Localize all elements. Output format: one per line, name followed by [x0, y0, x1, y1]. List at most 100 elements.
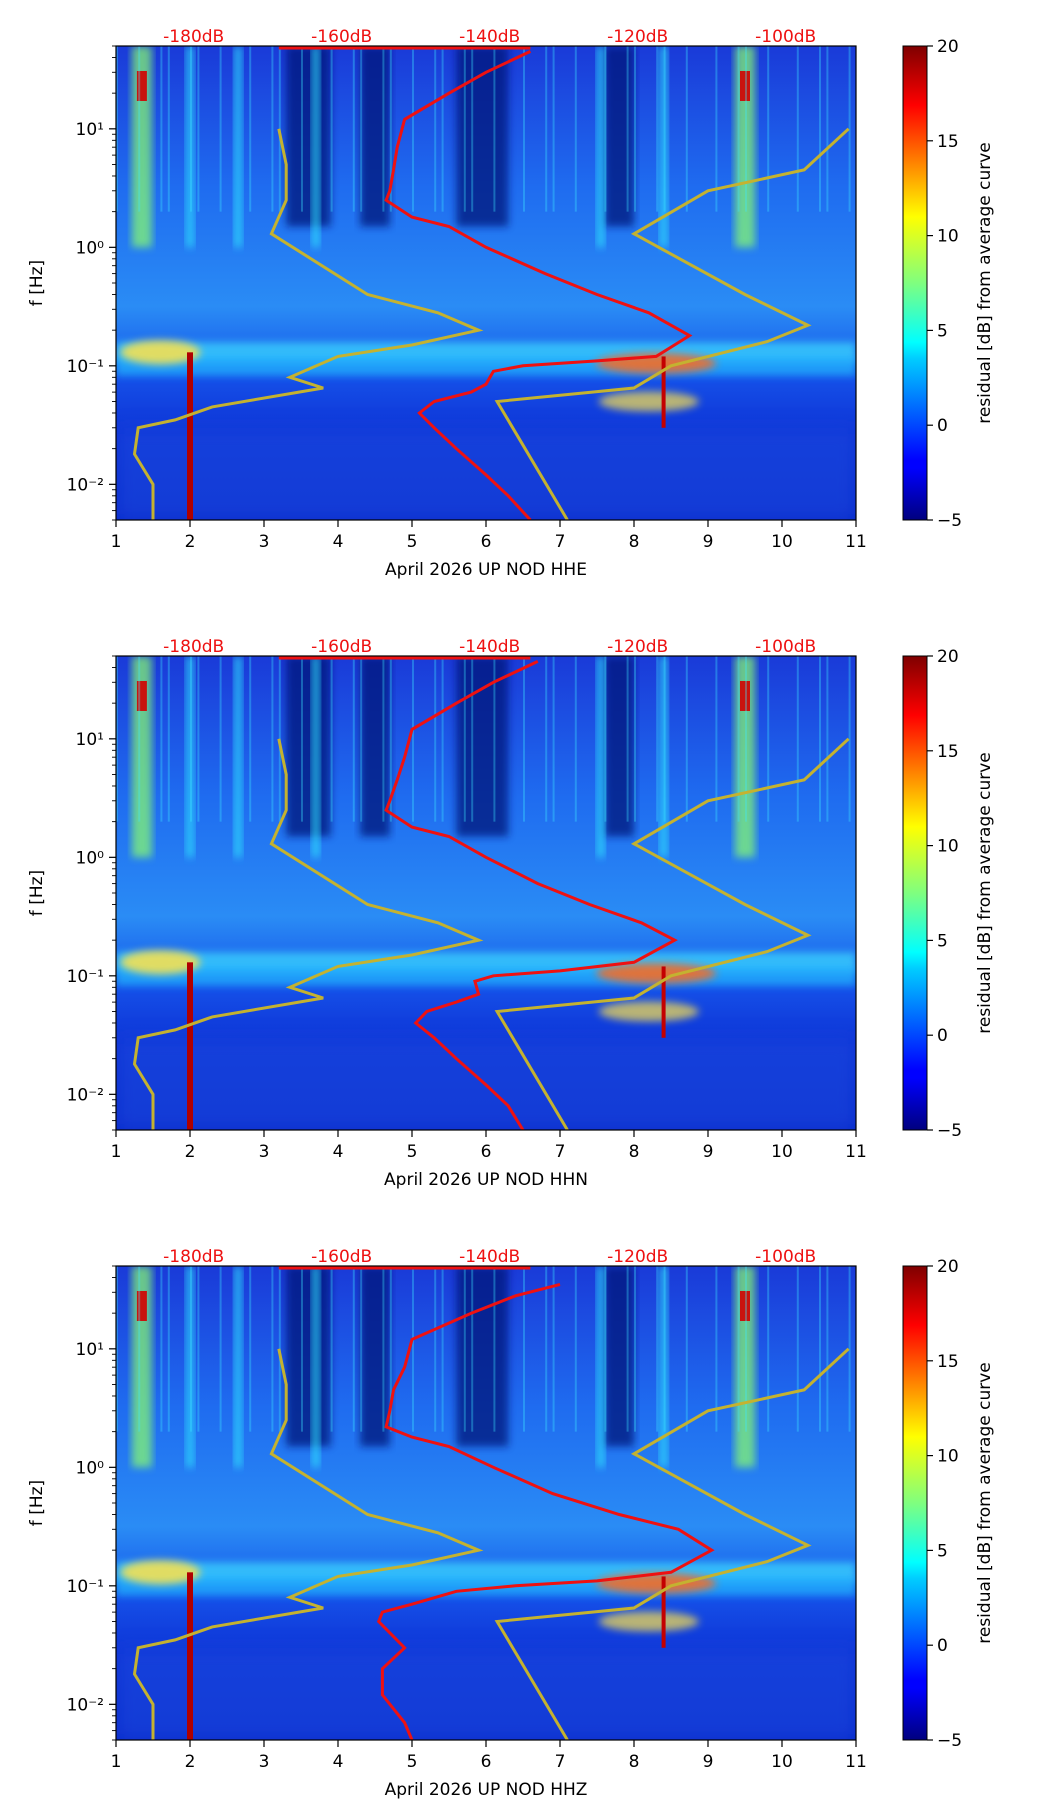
- y-tick-label: 10¹: [76, 1340, 104, 1360]
- hf-stripe: [389, 656, 392, 822]
- hf-stripe: [523, 1266, 525, 1432]
- quiet-band: [360, 1266, 390, 1447]
- x-tick-label: 7: [555, 1752, 566, 1772]
- hf-stripe: [656, 46, 659, 212]
- x-tick-label: 11: [845, 532, 867, 552]
- hf-stripe: [471, 656, 474, 822]
- y-axis-label: f [Hz]: [27, 1480, 47, 1526]
- hf-stripe: [301, 46, 303, 212]
- event-streak: [659, 46, 668, 248]
- hf-stripe: [360, 656, 363, 822]
- hf-stripe: [656, 656, 659, 822]
- event-streak: [596, 1266, 605, 1468]
- event-streak: [596, 656, 605, 858]
- colorbar-tick-label: 15: [937, 742, 959, 762]
- low-noise-model-curve: [132, 738, 484, 1130]
- hf-stripe: [352, 656, 355, 822]
- event-streak: [596, 46, 605, 248]
- hf-stripe: [819, 1266, 821, 1432]
- hf-stripe: [685, 1266, 688, 1432]
- hf-stripe: [249, 656, 252, 822]
- hf-stripe: [352, 1266, 355, 1432]
- low-noise-model-curve: [132, 1348, 484, 1740]
- event-streak: [234, 1266, 243, 1468]
- colorbar-tick-label: 15: [937, 1352, 959, 1372]
- x-tick-label: 11: [845, 1752, 867, 1772]
- heatmap: [116, 1266, 856, 1740]
- median-psd-curve: [384, 660, 678, 1130]
- colorbar-tick-label: 0: [937, 416, 948, 436]
- x-tick-label: 6: [481, 1142, 492, 1162]
- quiet-band: [286, 656, 331, 837]
- broadband-event: [187, 962, 193, 1130]
- quiet-band: [604, 1266, 634, 1447]
- hf-stripe: [819, 46, 821, 212]
- hf-stripe: [574, 46, 577, 212]
- hf-stripe: [271, 656, 274, 822]
- hf-stripe: [116, 46, 118, 212]
- quiet-band: [360, 656, 390, 837]
- colorbar-tick-label: 10: [937, 1447, 959, 1467]
- microseism-peak: [596, 963, 717, 984]
- hf-stripe: [552, 46, 555, 212]
- event-streak: [311, 656, 320, 858]
- x-tick-label: 8: [629, 532, 640, 552]
- broadband-event: [661, 356, 666, 428]
- x-tick-label: 11: [845, 1142, 867, 1162]
- colorbar-tick-label: −5: [937, 1731, 962, 1751]
- hf-stripe: [330, 1266, 333, 1432]
- db-scale-label: -100dB: [755, 27, 816, 47]
- colorbar-label: residual [dB] from average curve: [975, 752, 995, 1033]
- hf-stripe: [826, 656, 829, 822]
- microseism-peak: [598, 1001, 699, 1022]
- median-psd-curve: [384, 50, 693, 520]
- colorbar-tick-label: 5: [937, 321, 948, 341]
- microseism-peak: [120, 340, 201, 365]
- high-noise-model-curve: [494, 737, 850, 1130]
- y-tick-label: 10⁻¹: [67, 1577, 104, 1597]
- hf-stripe: [848, 46, 851, 212]
- hf-stripe: [167, 656, 170, 822]
- colorbar-tick-label: −5: [937, 511, 962, 531]
- x-tick-label: 3: [259, 1142, 270, 1162]
- hf-stripe: [138, 46, 141, 212]
- y-tick-label: 10⁻²: [67, 1085, 104, 1105]
- x-tick-label: 5: [407, 1752, 418, 1772]
- colorbar-tick-label: −5: [937, 1121, 962, 1141]
- hf-stripe: [382, 656, 385, 822]
- y-tick-label: 10⁻¹: [67, 967, 104, 987]
- hf-stripe: [352, 46, 355, 212]
- x-tick-label: 6: [481, 532, 492, 552]
- colorbar-tick-label: 10: [937, 227, 959, 247]
- x-tick-label: 2: [185, 1752, 196, 1772]
- y-tick-label: 10¹: [76, 730, 104, 750]
- hf-stripe: [545, 656, 548, 822]
- hf-stripe: [767, 1266, 770, 1432]
- colorbar: 20 15 10 5 0 −5 residual [dB] from average cur…: [902, 1257, 995, 1751]
- hf-stripe: [249, 46, 252, 212]
- hf-stripe: [271, 46, 274, 212]
- x-tick-label: 10: [771, 1142, 793, 1162]
- event-core: [136, 1291, 147, 1321]
- microseism-peak: [598, 1611, 699, 1632]
- hf-stripe: [190, 656, 192, 822]
- microseism-band: [116, 965, 856, 986]
- high-noise-model-curve: [494, 127, 850, 520]
- x-tick-label: 9: [703, 1752, 714, 1772]
- y-tick-label: 10⁻¹: [67, 357, 104, 377]
- hf-stripe: [767, 656, 770, 822]
- hf-stripe: [796, 46, 799, 212]
- hf-stripe: [826, 1266, 829, 1432]
- broadband-event: [661, 1576, 666, 1648]
- hf-stripe: [116, 656, 118, 822]
- db-scale-label: -100dB: [755, 1247, 816, 1267]
- quiet-band: [456, 1266, 509, 1447]
- spectrogram-panel-2: 1 2 3 4 5 6 7 8 9 10 11 10¹ 10⁰ 10⁻¹ 10⁻² April 2026 UP…: [27, 637, 995, 1190]
- hf-stripe: [219, 656, 222, 822]
- hf-stripe: [634, 656, 636, 822]
- hf-stripe: [463, 46, 466, 212]
- x-tick-label: 10: [771, 1752, 793, 1772]
- median-psd-curve: [376, 1282, 715, 1740]
